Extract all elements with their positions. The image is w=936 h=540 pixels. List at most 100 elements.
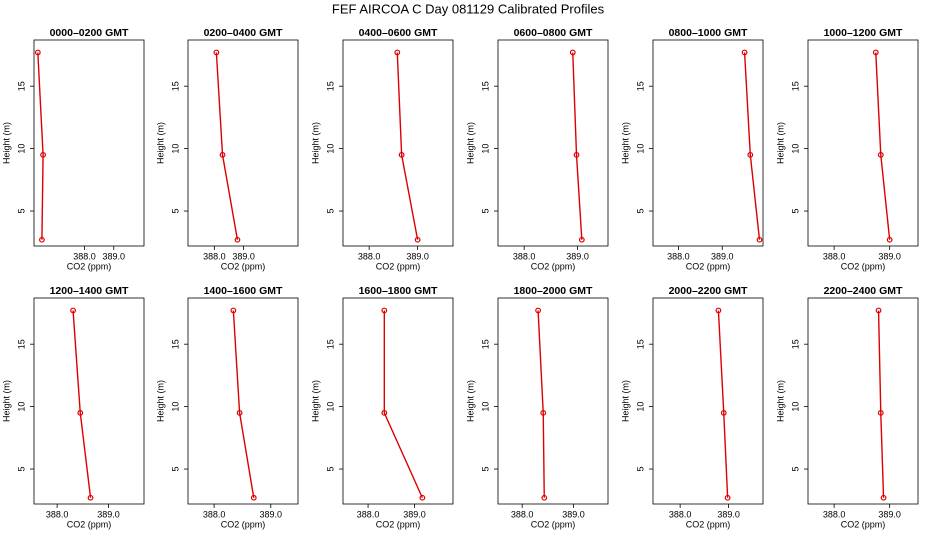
x-tick-label: 388.0 [667, 251, 690, 261]
y-tick-label: 5 [170, 209, 180, 214]
x-tick-label: 388.0 [823, 251, 846, 261]
y-tick-label: 5 [480, 209, 490, 214]
x-tick-label: 389.0 [566, 251, 589, 261]
y-tick-label: 15 [16, 339, 26, 349]
data-point [877, 151, 884, 158]
x-tick-label: 389.0 [878, 509, 901, 519]
x-tick-label: 388.0 [511, 509, 534, 519]
x-tick-label: 389.0 [878, 251, 901, 261]
data-point [747, 151, 754, 158]
x-tick-label: 388.0 [203, 509, 226, 519]
y-tick-label: 5 [635, 467, 645, 472]
x-tick-label: 388.0 [73, 251, 96, 261]
profile-line [877, 310, 885, 498]
y-tick-label: 5 [325, 467, 335, 472]
y-tick-label: 5 [16, 467, 26, 472]
x-axis-label: CO2 (ppm) [841, 519, 886, 529]
x-axis-label: CO2 (ppm) [531, 519, 576, 529]
plot-frame [187, 39, 299, 247]
panel-title: 0200–0400 GMT [204, 27, 283, 39]
data-point [34, 49, 41, 56]
plot-frame [497, 39, 609, 247]
data-point [886, 236, 893, 243]
data-point [877, 409, 884, 416]
plot-frame [807, 39, 919, 247]
data-point [87, 494, 94, 501]
y-tick-label: 10 [790, 144, 800, 154]
data-point [535, 307, 541, 314]
y-tick-label: 5 [480, 467, 490, 472]
y-tick-label: 15 [170, 339, 180, 349]
profile-line [396, 52, 419, 240]
profile-line [717, 310, 729, 498]
y-axis-label: Height (m) [620, 380, 630, 422]
plot-frame [33, 39, 145, 247]
panel-title: 1400–1600 GMT [204, 285, 283, 297]
data-point [414, 236, 421, 243]
data-point [70, 307, 76, 314]
x-tick-label: 388.0 [823, 509, 846, 519]
y-axis-label: Height (m) [310, 380, 320, 422]
y-tick-label: 15 [480, 81, 490, 91]
y-tick-label: 10 [16, 144, 26, 154]
x-axis-label: CO2 (ppm) [221, 261, 266, 271]
y-tick-label: 15 [325, 339, 335, 349]
data-point [741, 49, 748, 56]
data-point [77, 409, 84, 416]
profile-line [572, 52, 583, 240]
x-tick-label: 389.0 [232, 251, 255, 261]
x-axis-label: CO2 (ppm) [686, 261, 731, 271]
y-tick-label: 5 [16, 209, 26, 214]
y-axis-label: Height (m) [620, 122, 630, 164]
y-tick-label: 15 [635, 339, 645, 349]
panel-title: 1600–1800 GMT [359, 285, 438, 297]
data-point [872, 49, 879, 56]
data-point [715, 307, 722, 314]
y-tick-label: 10 [170, 144, 180, 154]
y-tick-label: 10 [480, 144, 490, 154]
x-tick-label: 389.0 [97, 509, 120, 519]
plot-frame [497, 297, 609, 505]
data-point [381, 307, 388, 314]
x-axis-label: CO2 (ppm) [531, 261, 576, 271]
y-axis-label: Height (m) [465, 380, 475, 422]
data-point [234, 236, 241, 243]
x-tick-label: 389.0 [103, 251, 126, 261]
panel-title: 1800–2000 GMT [514, 285, 593, 297]
data-point [419, 494, 426, 501]
plot-frame [652, 297, 764, 505]
data-point [569, 49, 576, 56]
y-tick-label: 10 [170, 402, 180, 412]
plot-frame [342, 297, 454, 505]
x-tick-label: 389.0 [260, 509, 283, 519]
profile-line [537, 310, 545, 498]
profile-line [875, 52, 891, 240]
data-point [724, 494, 731, 501]
x-tick-label: 388.0 [46, 509, 69, 519]
data-point [219, 151, 226, 158]
y-axis-label: Height (m) [775, 122, 785, 164]
y-tick-label: 10 [480, 402, 490, 412]
data-point [40, 151, 46, 158]
profile-line [215, 52, 239, 240]
plot-frame [33, 297, 145, 505]
profile-line [232, 310, 255, 498]
data-point [573, 151, 580, 158]
figure-title: FEF AIRCOA C Day 081129 Calibrated Profi… [332, 1, 605, 16]
y-axis-label: Height (m) [1, 122, 11, 164]
panel-title: 1200–1400 GMT [50, 285, 129, 297]
y-axis-label: Height (m) [155, 122, 165, 164]
y-tick-label: 10 [635, 402, 645, 412]
y-axis-label: Height (m) [775, 380, 785, 422]
data-point [541, 494, 548, 501]
profile-line [72, 310, 92, 498]
data-point [398, 151, 405, 158]
x-axis-label: CO2 (ppm) [841, 261, 886, 271]
y-tick-label: 5 [325, 209, 335, 214]
panel-title: 1000–1200 GMT [824, 27, 903, 39]
y-tick-label: 5 [790, 467, 800, 472]
y-axis-label: Height (m) [310, 122, 320, 164]
x-tick-label: 389.0 [711, 251, 734, 261]
y-tick-label: 15 [16, 81, 26, 91]
